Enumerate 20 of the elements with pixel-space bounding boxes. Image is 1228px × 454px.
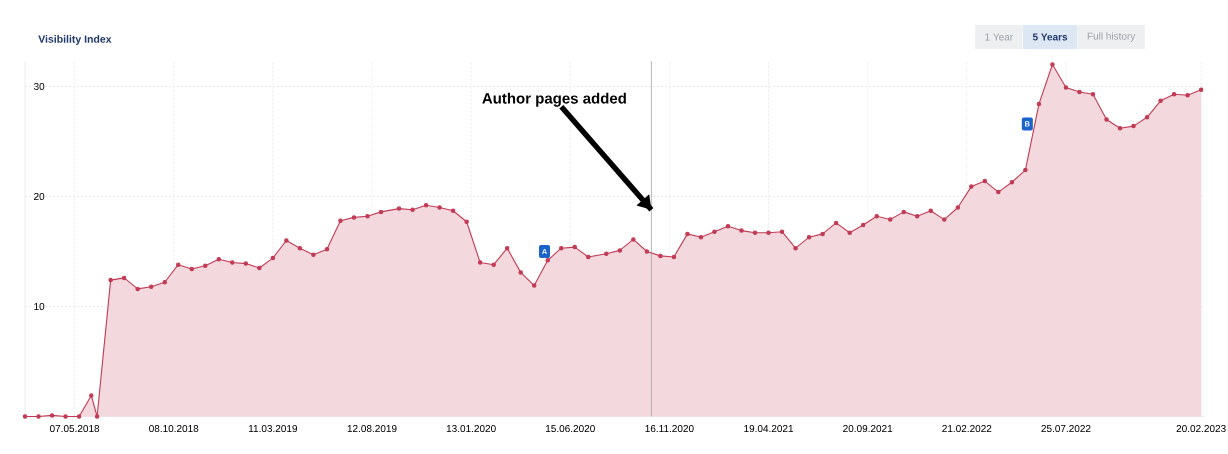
x-tick-label: 13.01.2020 [446, 425, 496, 433]
x-tick-label: 08.10.2018 [149, 425, 199, 433]
x-tick-label: 16.11.2020 [645, 425, 694, 433]
x-tick-label: 20.09.2021 [843, 425, 893, 433]
x-tick-label: 20.02.2023 [1176, 425, 1226, 433]
x-tick-label: 25.07.2022 [1041, 425, 1091, 433]
x-tick-label: 19.04.2021 [744, 425, 794, 433]
x-tick-label: 15.06.2020 [546, 425, 595, 433]
x-tick-label: 07.05.2018 [49, 425, 100, 433]
y-tick-label: 10 [34, 302, 45, 311]
y-tick-label: 20 [34, 192, 45, 201]
x-tick-label: 21.02.2022 [942, 425, 992, 433]
y-tick-label: 30 [33, 82, 45, 91]
x-tick-label: 11.03.2019 [248, 425, 298, 433]
text: Full history [1087, 32, 1136, 42]
annotation: Author pages added [482, 92, 626, 107]
text: 1 Year [985, 33, 1013, 41]
chart-title: Visibility Index [38, 35, 112, 45]
x-tick-label: 12.08.2019 [347, 425, 397, 433]
text: 5 Years [1032, 33, 1068, 41]
